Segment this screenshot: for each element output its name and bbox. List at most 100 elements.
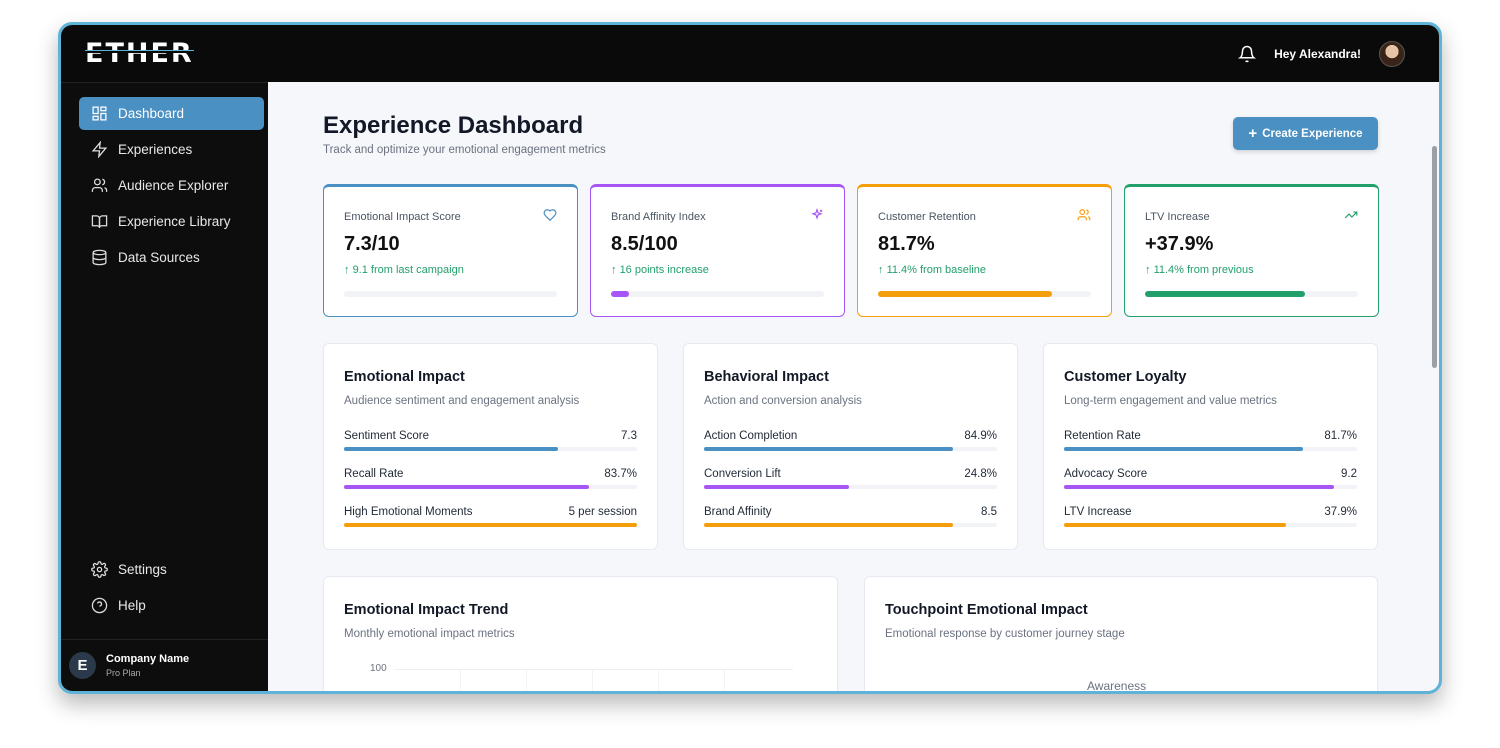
- stat-progress: [611, 291, 824, 297]
- metric-value: 81.7%: [1324, 430, 1357, 442]
- sidebar-item-label: Dashboard: [118, 106, 185, 121]
- metric-name: Action Completion: [704, 430, 798, 442]
- panel-title: Behavioral Impact: [704, 369, 829, 385]
- metric-progress-fill: [344, 523, 637, 527]
- trend-up-icon: [1344, 211, 1358, 219]
- metric-progress: [344, 447, 637, 451]
- panel-title: Touchpoint Emotional Impact: [885, 602, 1088, 618]
- sidebar-item-audience-explorer[interactable]: Audience Explorer: [79, 169, 264, 202]
- metric-row: Retention Rate 81.7%: [1064, 430, 1357, 460]
- ether-logo[interactable]: ETHER: [85, 38, 194, 69]
- gear-icon: [91, 561, 108, 578]
- metric-row: Sentiment Score 7.3: [344, 430, 637, 460]
- sidebar-item-help[interactable]: Help: [79, 589, 264, 622]
- stat-label: Brand Affinity Index: [611, 211, 706, 223]
- metric-value: 37.9%: [1324, 506, 1357, 518]
- metric-progress: [344, 485, 637, 489]
- stat-card-ltv-increase[interactable]: LTV Increase +37.9% ↑ 11.4% from previou…: [1124, 184, 1379, 317]
- user-greeting: Hey Alexandra!: [1274, 46, 1361, 61]
- stat-card-brand-affinity[interactable]: Brand Affinity Index 8.5/100 ↑ 16 points…: [590, 184, 845, 317]
- sidebar-item-dashboard[interactable]: Dashboard: [79, 97, 264, 130]
- top-bar: ETHER Hey Alexandra!: [61, 25, 1439, 82]
- company-logo: E: [69, 652, 96, 679]
- sidebar-item-settings[interactable]: Settings: [79, 553, 264, 586]
- stat-label: Customer Retention: [878, 211, 976, 223]
- stat-delta: ↑ 16 points increase: [611, 264, 709, 276]
- main-content: Experience Dashboard Track and optimize …: [268, 82, 1439, 691]
- metric-row: High Emotional Moments 5 per session: [344, 506, 637, 536]
- metric-row: Conversion Lift 24.8%: [704, 468, 997, 498]
- sparkle-icon: [811, 208, 823, 220]
- stat-progress-fill: [878, 291, 1053, 297]
- sidebar-item-label: Help: [118, 598, 146, 613]
- bell-icon[interactable]: [1238, 45, 1257, 63]
- stat-value: 7.3/10: [344, 233, 400, 255]
- stat-delta: ↑ 9.1 from last campaign: [344, 264, 464, 276]
- panel-subtitle: Monthly emotional impact metrics: [344, 628, 515, 640]
- sidebar-item-label: Audience Explorer: [118, 178, 229, 193]
- metric-name: Brand Affinity: [704, 506, 772, 518]
- gridline: [460, 669, 461, 691]
- sidebar-item-experiences[interactable]: Experiences: [79, 133, 264, 166]
- metric-progress: [1064, 447, 1357, 451]
- panel-subtitle: Emotional response by customer journey s…: [885, 628, 1125, 640]
- metric-progress: [344, 523, 637, 527]
- stat-label: LTV Increase: [1145, 211, 1210, 223]
- panel-title: Emotional Impact Trend: [344, 602, 509, 618]
- book-icon: [91, 215, 108, 228]
- page-title: Experience Dashboard: [323, 112, 584, 139]
- metric-name: Recall Rate: [344, 468, 404, 480]
- stat-delta: ↑ 11.4% from baseline: [878, 264, 987, 276]
- stat-delta: ↑ 11.4% from previous: [1145, 264, 1254, 276]
- company-switcher[interactable]: E Company Name Pro Plan: [61, 639, 268, 691]
- stat-progress: [1145, 291, 1358, 297]
- sidebar-item-data-sources[interactable]: Data Sources: [79, 241, 264, 274]
- metric-row: Action Completion 84.9%: [704, 430, 997, 460]
- metric-value: 9.2: [1341, 468, 1357, 480]
- stat-progress: [344, 291, 557, 297]
- sidebar-item-label: Experience Library: [118, 214, 231, 229]
- sidebar-item-label: Experiences: [118, 142, 193, 157]
- sidebar-item-experience-library[interactable]: Experience Library: [79, 205, 264, 238]
- create-experience-label: Create Experience: [1262, 127, 1363, 140]
- database-icon: [92, 249, 107, 266]
- panel-subtitle: Long-term engagement and value metrics: [1064, 395, 1277, 407]
- metric-name: Conversion Lift: [704, 468, 781, 480]
- help-icon: [91, 597, 108, 614]
- stat-card-emotional-impact[interactable]: Emotional Impact Score 7.3/10 ↑ 9.1 from…: [323, 184, 578, 317]
- stat-value: +37.9%: [1145, 233, 1214, 255]
- dashboard-icon: [92, 106, 107, 121]
- lightning-icon: [91, 141, 108, 158]
- metric-progress-fill: [344, 485, 590, 489]
- metric-progress: [704, 485, 997, 489]
- users-icon: [91, 178, 108, 192]
- y-tick-label: 100: [370, 663, 387, 674]
- stat-card-customer-retention[interactable]: Customer Retention 81.7% ↑ 11.4% from ba…: [857, 184, 1112, 317]
- metric-value: 8.5: [981, 506, 997, 518]
- metric-value: 24.8%: [964, 468, 997, 480]
- metric-progress: [704, 523, 997, 527]
- create-experience-button[interactable]: + Create Experience: [1233, 117, 1378, 150]
- panel-title: Emotional Impact: [344, 369, 465, 385]
- metric-progress: [1064, 485, 1357, 489]
- stage-label: Awareness: [1087, 679, 1147, 693]
- plus-icon: +: [1248, 125, 1258, 142]
- page-subtitle: Track and optimize your emotional engage…: [323, 144, 606, 156]
- scrollbar[interactable]: [1432, 146, 1437, 368]
- metric-row: Advocacy Score 9.2: [1064, 468, 1357, 498]
- stat-value: 8.5/100: [611, 233, 678, 255]
- metric-value: 84.9%: [964, 430, 997, 442]
- company-plan: Pro Plan: [106, 668, 141, 678]
- metric-name: LTV Increase: [1064, 506, 1132, 518]
- metric-row: LTV Increase 37.9%: [1064, 506, 1357, 536]
- metric-name: Sentiment Score: [344, 430, 430, 442]
- panel-emotional-impact-trend: Emotional Impact Trend Monthly emotional…: [323, 576, 838, 691]
- panel-subtitle: Audience sentiment and engagement analys…: [344, 395, 580, 407]
- panel-emotional-impact: Emotional Impact Audience sentiment and …: [323, 343, 658, 550]
- metric-progress-fill: [1064, 523, 1287, 527]
- panel-behavioral-impact: Behavioral Impact Action and conversion …: [683, 343, 1018, 550]
- avatar[interactable]: [1379, 40, 1405, 67]
- gridline: [658, 669, 659, 691]
- stat-value: 81.7%: [878, 233, 935, 255]
- metric-progress-fill: [344, 447, 558, 451]
